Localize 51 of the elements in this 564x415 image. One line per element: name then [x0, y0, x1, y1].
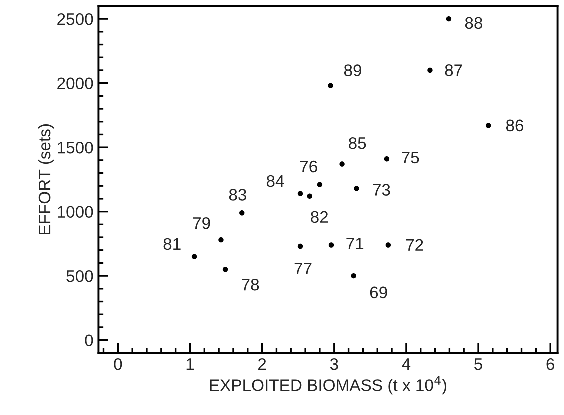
x-tick-label: 1	[186, 358, 194, 370]
y-tick-label: 0	[85, 334, 94, 347]
annotation: 84	[266, 175, 284, 188]
annotation: 82	[311, 211, 328, 224]
annotation: 87	[445, 64, 462, 76]
annotation: 83	[229, 189, 246, 201]
annotation: 77	[294, 262, 312, 274]
point	[446, 16, 452, 22]
y-tick-label: 2500	[58, 13, 94, 26]
y-tick-label: 1000	[58, 206, 94, 218]
point	[298, 244, 304, 250]
point	[486, 123, 492, 128]
point	[386, 242, 392, 248]
point	[307, 194, 312, 199]
annotation: 69	[370, 286, 388, 299]
x-axis-title: EXPLOITED BIOMASS (t x 10$^{4}$)	[210, 376, 447, 395]
x-tick-label: 6	[546, 358, 554, 370]
point	[298, 191, 304, 196]
point	[317, 182, 323, 188]
annotation: 72	[406, 239, 424, 251]
annotation: 73	[373, 184, 390, 196]
annotation: 88	[465, 17, 483, 30]
annotation: 79	[193, 217, 210, 230]
point	[328, 83, 334, 88]
point	[192, 254, 198, 260]
annotation: 85	[349, 138, 366, 150]
x-tick-label: 3	[330, 358, 338, 370]
x-tick-label: 0	[114, 358, 122, 370]
annotation: 89	[344, 64, 362, 76]
y-tick-label: 500	[66, 270, 94, 282]
annotation: 75	[402, 152, 420, 164]
point	[328, 242, 334, 248]
point	[340, 162, 345, 167]
point	[218, 237, 224, 243]
y-axis-title: EFFORT (sets)	[38, 124, 54, 235]
point	[354, 186, 360, 192]
annotation: 81	[164, 238, 181, 250]
annotation: 71	[346, 238, 364, 250]
x-tick-label: 5	[474, 358, 482, 370]
point	[351, 273, 356, 279]
point	[222, 267, 228, 272]
annotation: 78	[242, 278, 260, 291]
annotation: 86	[506, 120, 524, 132]
y-tick-label: 1500	[58, 142, 94, 154]
annotation: 76	[300, 160, 318, 173]
x-tick-label: 2	[258, 358, 266, 370]
point	[240, 210, 245, 216]
y-tick-label: 2000	[58, 78, 94, 90]
point	[384, 156, 390, 162]
x-tick-label: 4	[402, 358, 411, 370]
point	[428, 68, 433, 74]
